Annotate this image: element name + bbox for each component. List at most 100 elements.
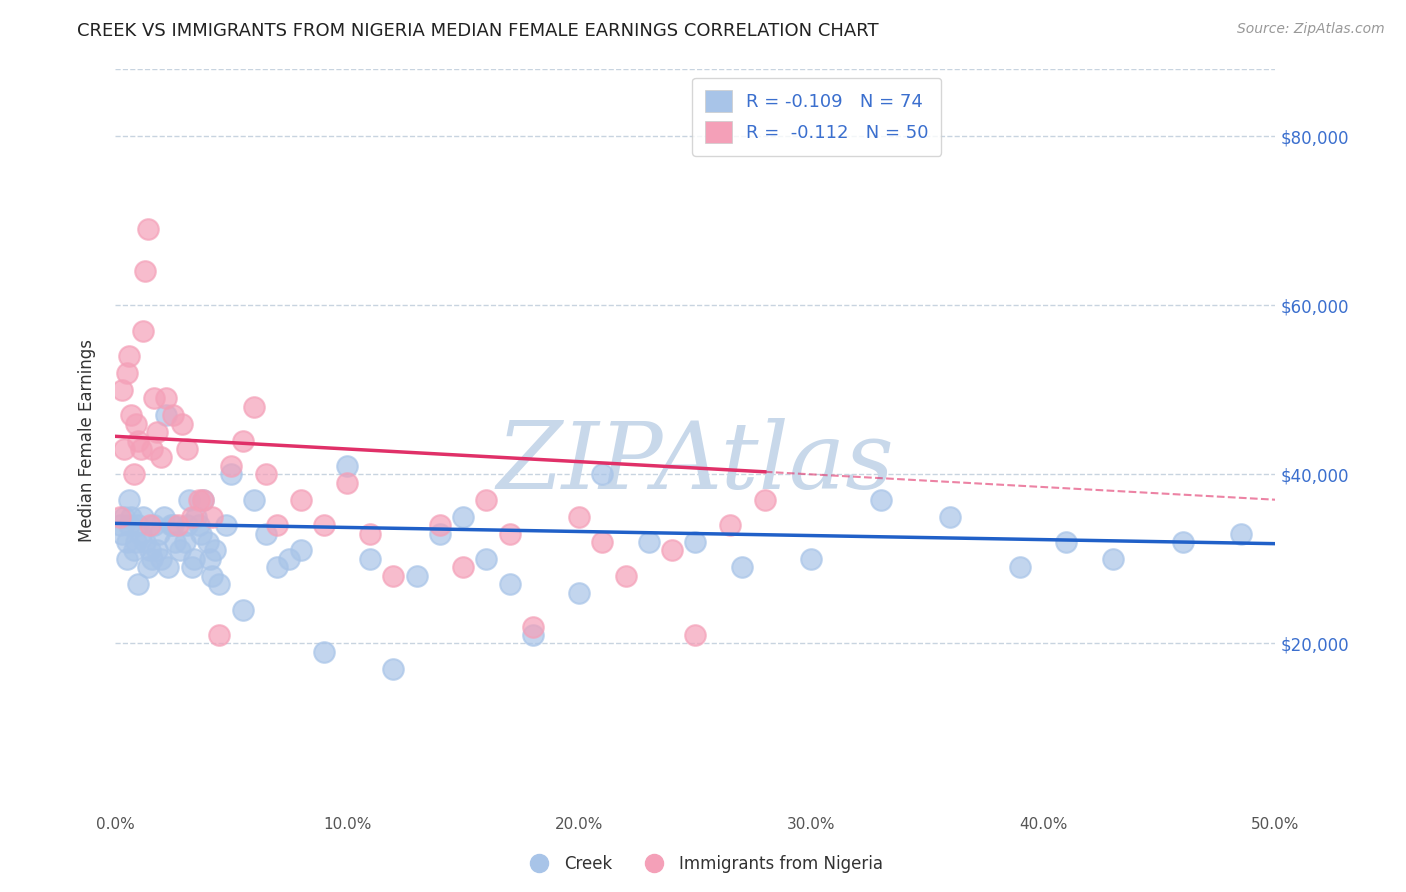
Point xyxy=(150,450,173,465)
Point xyxy=(1056,535,1078,549)
Point xyxy=(115,552,138,566)
Point xyxy=(382,662,405,676)
Point xyxy=(193,492,215,507)
Point xyxy=(201,569,224,583)
Point xyxy=(125,535,148,549)
Point xyxy=(429,526,451,541)
Point xyxy=(166,518,188,533)
Point xyxy=(243,400,266,414)
Point xyxy=(475,552,498,566)
Point xyxy=(143,518,166,533)
Point xyxy=(120,408,142,422)
Point xyxy=(122,467,145,482)
Point xyxy=(134,264,156,278)
Legend: R = -0.109   N = 74, R =  -0.112   N = 50: R = -0.109 N = 74, R = -0.112 N = 50 xyxy=(692,78,942,156)
Point xyxy=(232,434,254,448)
Point xyxy=(176,518,198,533)
Point xyxy=(336,475,359,490)
Point xyxy=(169,543,191,558)
Point xyxy=(637,535,659,549)
Point xyxy=(162,518,184,533)
Point xyxy=(939,509,962,524)
Point xyxy=(266,518,288,533)
Point xyxy=(382,569,405,583)
Point xyxy=(312,518,335,533)
Point xyxy=(125,417,148,431)
Point xyxy=(108,509,131,524)
Point xyxy=(155,408,177,422)
Point xyxy=(186,509,208,524)
Point xyxy=(183,552,205,566)
Point xyxy=(451,560,474,574)
Text: Source: ZipAtlas.com: Source: ZipAtlas.com xyxy=(1237,22,1385,37)
Point xyxy=(141,442,163,456)
Point xyxy=(112,509,135,524)
Point xyxy=(522,628,544,642)
Point xyxy=(278,552,301,566)
Point xyxy=(108,518,131,533)
Point xyxy=(152,509,174,524)
Point xyxy=(132,509,155,524)
Point xyxy=(683,535,706,549)
Point xyxy=(146,425,169,439)
Point xyxy=(429,518,451,533)
Point xyxy=(159,518,181,533)
Point xyxy=(129,526,152,541)
Point xyxy=(198,552,221,566)
Point xyxy=(475,492,498,507)
Point xyxy=(190,526,212,541)
Point xyxy=(498,526,520,541)
Point xyxy=(111,526,134,541)
Point xyxy=(254,467,277,482)
Point xyxy=(254,526,277,541)
Point xyxy=(869,492,891,507)
Point xyxy=(165,535,187,549)
Point xyxy=(591,467,613,482)
Point xyxy=(718,518,741,533)
Point xyxy=(215,518,238,533)
Point xyxy=(112,442,135,456)
Point xyxy=(141,552,163,566)
Point xyxy=(290,492,312,507)
Point xyxy=(359,552,381,566)
Point xyxy=(155,391,177,405)
Point xyxy=(568,585,591,599)
Point xyxy=(176,442,198,456)
Point xyxy=(111,383,134,397)
Point xyxy=(143,391,166,405)
Point xyxy=(1229,526,1251,541)
Point xyxy=(208,577,231,591)
Point xyxy=(290,543,312,558)
Point xyxy=(139,518,162,533)
Point xyxy=(1010,560,1032,574)
Point xyxy=(219,467,242,482)
Point xyxy=(1102,552,1125,566)
Point xyxy=(683,628,706,642)
Point xyxy=(187,518,209,533)
Point xyxy=(179,492,201,507)
Point xyxy=(359,526,381,541)
Point xyxy=(162,408,184,422)
Point xyxy=(568,509,591,524)
Point xyxy=(180,560,202,574)
Point xyxy=(197,535,219,549)
Point xyxy=(201,509,224,524)
Point xyxy=(1171,535,1194,549)
Point xyxy=(148,526,170,541)
Point xyxy=(336,458,359,473)
Point xyxy=(232,602,254,616)
Point xyxy=(219,458,242,473)
Legend: Creek, Immigrants from Nigeria: Creek, Immigrants from Nigeria xyxy=(516,848,890,880)
Point xyxy=(122,543,145,558)
Point xyxy=(118,492,141,507)
Point xyxy=(127,518,149,533)
Point xyxy=(208,628,231,642)
Point xyxy=(118,349,141,363)
Point xyxy=(146,543,169,558)
Point xyxy=(172,417,194,431)
Point xyxy=(127,434,149,448)
Y-axis label: Median Female Earnings: Median Female Earnings xyxy=(79,339,96,542)
Point xyxy=(115,366,138,380)
Point xyxy=(187,492,209,507)
Point xyxy=(132,324,155,338)
